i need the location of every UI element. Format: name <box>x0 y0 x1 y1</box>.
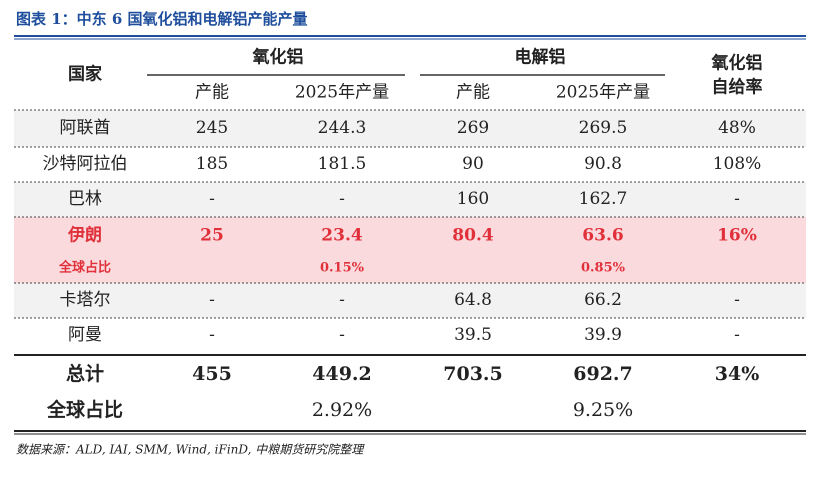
table-cell: 39.5 <box>454 325 492 345</box>
table-cell: - <box>734 290 740 310</box>
total-cell: 455 <box>192 363 232 385</box>
table-cell: 39.9 <box>584 325 622 345</box>
table-cell: - <box>339 290 345 310</box>
table-cell: 伊朗 <box>67 225 102 246</box>
header-cell: 自给率 <box>712 77 763 98</box>
total-cell: 9.25% <box>573 399 633 421</box>
subheader-cell: 产能 <box>456 83 490 103</box>
row-background <box>14 318 806 353</box>
table-cell: 63.6 <box>582 226 623 246</box>
total-cell: 34% <box>715 363 760 385</box>
table-cell: 269.5 <box>579 118 628 138</box>
table-cell: 16% <box>717 226 757 246</box>
table-cell: 64.8 <box>454 290 492 310</box>
table-cell: 181.5 <box>318 154 367 174</box>
subheader-cell: 2025年产量 <box>556 83 650 103</box>
table-cell: 巴林 <box>68 189 102 209</box>
table-cell: 阿联酋 <box>60 118 111 138</box>
table-cell: 185 <box>196 154 228 174</box>
table-cell: 90 <box>462 154 484 174</box>
row-background <box>14 283 806 318</box>
table-cell: 160 <box>457 189 489 209</box>
row-background <box>14 217 806 283</box>
row-background <box>14 110 806 147</box>
header-cell: 氧化铝 <box>252 47 304 68</box>
table-cell: - <box>734 325 740 345</box>
table-cell: 沙特阿拉伯 <box>43 154 128 174</box>
table-cell: 80.4 <box>452 226 494 246</box>
table-cell: 90.8 <box>584 154 622 174</box>
total-cell: 703.5 <box>443 363 503 385</box>
table-cell: 244.3 <box>318 118 367 138</box>
total-cell: 2.92% <box>312 399 372 421</box>
table-cell: 0.85% <box>581 261 626 276</box>
table-cell: - <box>339 189 345 209</box>
header-cell: 电解铝 <box>515 47 566 68</box>
table-cell: - <box>734 189 740 209</box>
total-cell: 全球占比 <box>46 398 123 421</box>
total-cell: 总计 <box>66 362 104 385</box>
table-cell: 66.2 <box>584 290 622 310</box>
table-cell: 阿曼 <box>68 325 102 345</box>
source: 数据来源：ALD, IAI, SMM, Wind, iFinD, 中粮期货研究院… <box>16 443 365 457</box>
table-cell: - <box>209 189 215 209</box>
title: 图表 1：中东 6 国氧化铝和电解铝产能产量 <box>16 10 308 28</box>
table-cell: - <box>209 290 215 310</box>
table-cell: - <box>339 325 345 345</box>
table-cell: 48% <box>718 118 756 138</box>
table-cell: 0.15% <box>320 261 365 276</box>
table-cell: 23.4 <box>321 226 363 246</box>
table-cell: 162.7 <box>579 189 628 209</box>
total-cell: 449.2 <box>312 363 372 385</box>
header-cell: 国家 <box>68 64 102 85</box>
subheader-cell: 2025年产量 <box>295 83 389 103</box>
row-background <box>14 147 806 182</box>
row-background <box>14 182 806 217</box>
total-cell: 692.7 <box>573 363 633 385</box>
table-cell: 108% <box>713 154 762 174</box>
header-cell: 氧化铝 <box>711 53 763 74</box>
table-cell: 卡塔尔 <box>60 290 111 310</box>
table-cell: 269 <box>457 118 489 138</box>
table-cell: 25 <box>200 226 224 246</box>
table-cell: 全球占比 <box>58 260 111 276</box>
table-cell: - <box>209 325 215 345</box>
table-cell: 245 <box>196 118 228 138</box>
subheader-cell: 产能 <box>195 83 229 103</box>
